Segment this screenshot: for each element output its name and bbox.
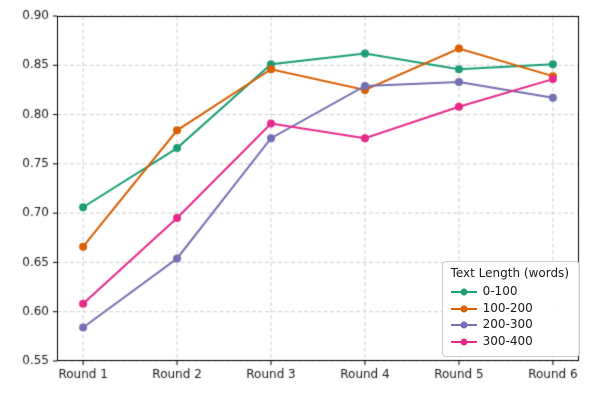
legend-title: Text Length (words) <box>450 266 569 281</box>
chart-legend: Text Length (words) 0-100 100-200 200-300 3… <box>441 261 580 357</box>
legend-item: 200-300 <box>450 317 569 332</box>
legend-label: 0-100 <box>482 283 518 298</box>
legend-label: 300-400 <box>482 334 533 349</box>
legend-item: 0-100 <box>450 283 569 299</box>
legend-swatch-icon <box>450 321 477 329</box>
legend-items: 0-100 100-200 200-300 300-400 <box>450 283 569 349</box>
legend-item: 300-400 <box>450 334 569 349</box>
legend-swatch-icon <box>450 288 477 296</box>
legend-swatch-icon <box>450 305 477 312</box>
legend-item: 100-200 <box>450 300 569 316</box>
legend-label: 100-200 <box>482 300 533 315</box>
legend-label: 200-300 <box>482 317 533 332</box>
legend-swatch-icon <box>450 338 477 346</box>
